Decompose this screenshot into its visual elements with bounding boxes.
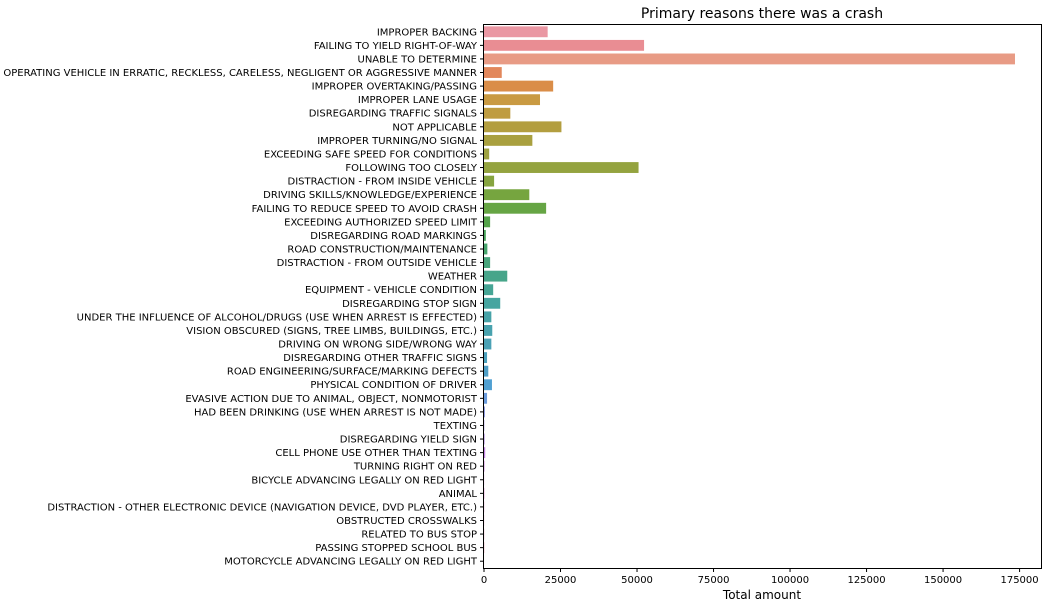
category-label: IMPROPER OVERTAKING/PASSING (312, 82, 477, 93)
x-tick-label: 125000 (847, 575, 885, 586)
category-label: DISREGARDING ROAD MARKINGS (310, 231, 477, 242)
bars-group (484, 26, 1015, 567)
category-label: EXCEEDING SAFE SPEED FOR CONDITIONS (264, 149, 477, 160)
category-label: PASSING STOPPED SCHOOL BUS (315, 543, 477, 554)
bar (484, 175, 495, 187)
x-tick-label: 75000 (698, 575, 730, 586)
bar (484, 80, 554, 92)
category-label: DISTRACTION - OTHER ELECTRONIC DEVICE (N… (47, 502, 477, 513)
bar (484, 243, 488, 255)
category-label: UNDER THE INFLUENCE OF ALCOHOL/DRUGS (US… (77, 312, 477, 323)
bar (484, 134, 533, 146)
bar (484, 284, 494, 296)
x-axis-title: Total amount (722, 588, 801, 602)
category-label: EQUIPMENT - VEHICLE CONDITION (305, 285, 477, 296)
bar (484, 94, 541, 106)
bar (484, 189, 530, 201)
x-tick-label: 150000 (924, 575, 962, 586)
category-label: UNABLE TO DETERMINE (358, 54, 478, 65)
bar (484, 67, 502, 78)
category-label: ROAD ENGINEERING/SURFACE/MARKING DEFECTS (227, 367, 477, 378)
category-label: OPERATING VEHICLE IN ERRATIC, RECKLESS, … (3, 68, 477, 79)
bar (484, 365, 489, 377)
category-label: DISTRACTION - FROM INSIDE VEHICLE (288, 177, 477, 188)
x-tick-label: 50000 (621, 575, 653, 586)
category-label: NOT APPLICABLE (392, 122, 477, 133)
bar (484, 379, 492, 391)
category-labels-group: IMPROPER BACKING FAILING TO YIELD RIGHT-O… (3, 27, 484, 568)
bar (484, 325, 493, 336)
category-label: ANIMAL (439, 489, 478, 500)
bar (484, 311, 492, 323)
category-label: FOLLOWING TOO CLOSELY (345, 163, 478, 174)
bar (484, 392, 488, 404)
category-label: TEXTING (433, 421, 477, 432)
x-tick-label: 100000 (771, 575, 809, 586)
category-label: DRIVING SKILLS/KNOWLEDGE/EXPERIENCE (263, 190, 477, 201)
category-label: PHYSICAL CONDITION OF DRIVER (310, 380, 477, 391)
category-label: DISREGARDING STOP SIGN (342, 299, 477, 310)
category-label: DRIVING ON WRONG SIDE/WRONG WAY (278, 340, 478, 351)
category-label: EXCEEDING AUTHORIZED SPEED LIMIT (284, 217, 478, 228)
category-label: FAILING TO REDUCE SPEED TO AVOID CRASH (252, 204, 477, 215)
category-label: HAD BEEN DRINKING (USE WHEN ARREST IS NO… (194, 407, 477, 418)
category-label: DISREGARDING YIELD SIGN (340, 435, 477, 446)
bar (484, 107, 511, 119)
bar (484, 270, 508, 282)
x-ticks-group: 0 25000 50000 75000 100000 125000 150000 175000 (481, 568, 1039, 586)
bar (484, 121, 562, 133)
category-label: FAILING TO YIELD RIGHT-OF-WAY (314, 41, 478, 52)
category-label: IMPROPER LANE USAGE (358, 95, 477, 106)
x-tick-label: 175000 (1000, 575, 1038, 586)
category-label: TURNING RIGHT ON RED (353, 462, 477, 473)
category-label: IMPROPER BACKING (377, 27, 477, 38)
axes-frame (483, 24, 1042, 569)
bar (484, 216, 491, 228)
x-tick-label: 0 (481, 575, 487, 586)
bar (484, 26, 548, 38)
category-label: EVASIVE ACTION DUE TO ANIMAL, OBJECT, NO… (185, 394, 478, 405)
bar (484, 352, 488, 364)
x-tick-label: 25000 (545, 575, 577, 586)
category-label: DISREGARDING TRAFFIC SIGNALS (309, 109, 477, 120)
bar (484, 297, 501, 309)
bar (484, 406, 485, 418)
bar (484, 338, 492, 350)
category-label: DISTRACTION - FROM OUTSIDE VEHICLE (277, 258, 477, 269)
category-label: BICYCLE ADVANCING LEGALLY ON RED LIGHT (251, 475, 478, 486)
bar (484, 229, 486, 241)
bar (484, 162, 639, 173)
bar (484, 39, 645, 51)
category-label: DISREGARDING OTHER TRAFFIC SIGNS (283, 353, 477, 364)
bar (484, 202, 547, 214)
category-label: CELL PHONE USE OTHER THAN TEXTING (275, 448, 477, 459)
bar (484, 148, 490, 160)
category-label: RELATED TO BUS STOP (361, 530, 477, 541)
category-label: VISION OBSCURED (SIGNS, TREE LIMBS, BUIL… (186, 326, 477, 337)
bar (484, 433, 485, 445)
category-label: IMPROPER TURNING/NO SIGNAL (317, 136, 477, 147)
chart-title: Primary reasons there was a crash (641, 6, 883, 22)
category-label: OBSTRUCTED CROSSWALKS (336, 516, 477, 527)
bar (484, 53, 1015, 65)
bar (484, 257, 491, 268)
category-label: ROAD CONSTRUCTION/MAINTENANCE (287, 244, 477, 255)
bar (484, 447, 486, 459)
category-label: MOTORCYCLE ADVANCING LEGALLY ON RED LIGH… (224, 557, 478, 568)
category-label: WEATHER (428, 272, 477, 283)
